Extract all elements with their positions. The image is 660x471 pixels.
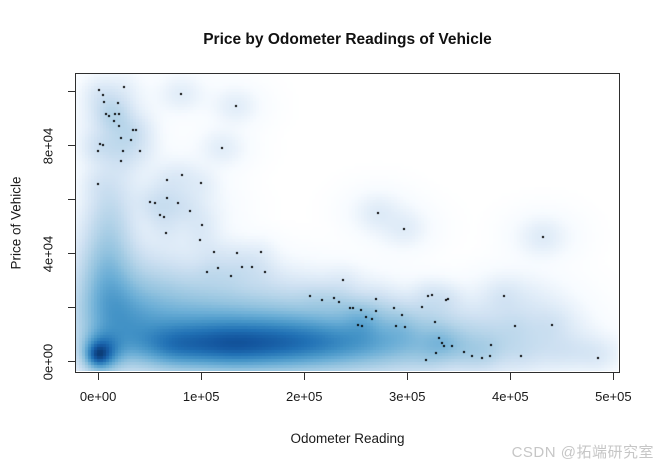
x-tick [97, 372, 99, 380]
x-tick-label: 5e+05 [595, 389, 632, 404]
x-tick-label: 4e+05 [492, 389, 529, 404]
y-tick [68, 360, 75, 363]
x-tick [509, 372, 511, 380]
chart-title: Price by Odometer Readings of Vehicle [203, 31, 492, 48]
y-axis-label: Price of Vehicle [8, 176, 24, 270]
plot-box [75, 73, 620, 373]
x-tick-label: 1e+05 [182, 389, 220, 404]
plot-canvas [76, 74, 618, 371]
y-tick-label: 0e+00 [40, 343, 56, 380]
y-tick [68, 306, 75, 309]
y-tick-label: 8e+04 [40, 127, 56, 164]
x-tick [303, 372, 305, 380]
y-tick [68, 145, 75, 147]
x-tick-label: 3e+05 [388, 389, 426, 404]
y-tick [68, 199, 75, 201]
x-tick [406, 372, 408, 380]
y-tick [68, 91, 75, 93]
x-tick-label: 2e+05 [285, 389, 323, 404]
x-tick [200, 372, 202, 380]
y-tick [68, 253, 75, 255]
y-tick-label: 4e+04 [40, 235, 56, 272]
x-tick [612, 372, 615, 380]
x-axis-label: Odometer Reading [290, 431, 405, 446]
x-tick-label: 0e+00 [79, 389, 117, 404]
watermark: CSDN @拓端研究室 [511, 444, 654, 461]
